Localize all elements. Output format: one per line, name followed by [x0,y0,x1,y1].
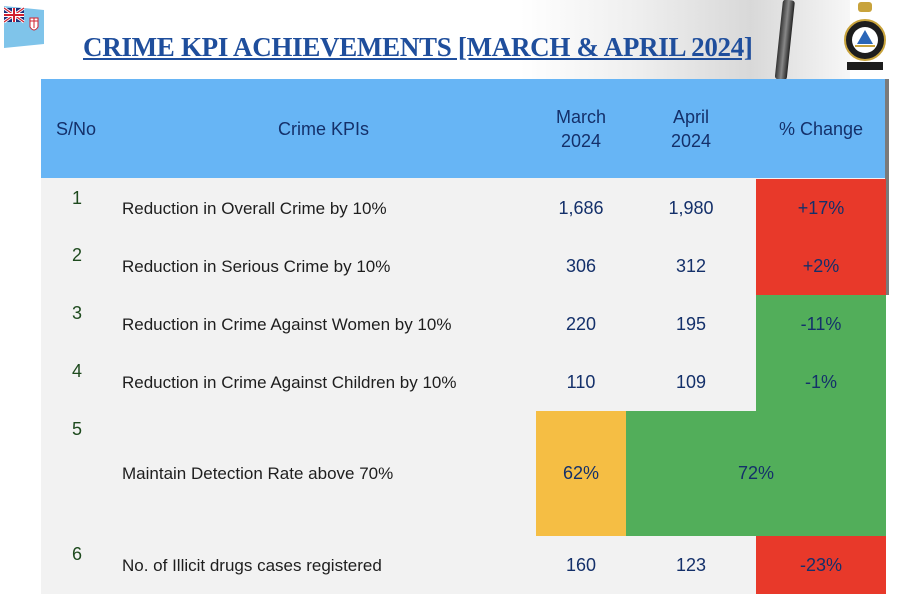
row-sno: 3 [72,303,83,323]
table-shadow [885,79,889,295]
row-april-value: 312 [675,255,707,276]
row-change-value: -11% [756,295,886,353]
header-april-month: April [672,106,709,127]
header-kpi-label: Crime KPIs [277,118,369,139]
row-march-value: 1,686 [558,197,604,218]
row-march-value: 306 [565,255,597,276]
header-sno-label: S/No [55,118,97,139]
page-title: CRIME KPI ACHIEVEMENTS [MARCH & APRIL 20… [83,32,753,62]
header-kpi: Crime KPIs [111,79,536,178]
row-sno: 2 [72,245,83,265]
row-kpi: Reduction in Overall Crime by 10% [122,199,387,218]
row-sno: 6 [72,544,83,564]
row-sno: 4 [72,361,83,381]
row-kpi: Maintain Detection Rate above 70% [122,464,394,483]
header-april-year: 2024 [670,130,712,151]
row-march-value: 62% [536,411,626,536]
row-change-value: +17% [756,179,886,237]
header-sno: S/No [41,79,111,178]
row-march-value: 220 [565,313,597,334]
fiji-flag-icon [4,4,44,50]
table-header [41,79,886,178]
row-april-value: 195 [675,313,707,334]
header-march: March 2024 [536,79,626,178]
header-change-label: % Change [778,118,864,139]
fiji-police-badge-icon [844,2,886,70]
header-march-year: 2024 [560,130,602,151]
row-sno: 5 [72,419,83,439]
background-photo [520,0,850,80]
row-april-value: 123 [675,554,707,575]
row-kpi: Reduction in Serious Crime by 10% [122,257,391,276]
row-change-value: -1% [756,353,886,411]
header-april: April 2024 [626,79,756,178]
row-sno: 1 [72,188,83,208]
header-change: % Change [756,79,886,178]
row-change-value: -23% [756,536,886,594]
row-kpi: Reduction in Crime Against Women by 10% [122,315,452,334]
row-kpi: No. of Illicit drugs cases registered [122,556,382,575]
header-march-month: March [555,106,606,127]
row-april-value: 1,980 [668,197,714,218]
row-kpi: Reduction in Crime Against Children by 1… [122,373,457,392]
row-march-value: 110 [566,371,596,392]
row-april-value: 72% [626,411,886,536]
row-april-value: 109 [675,371,707,392]
row-march-value: 160 [565,554,597,575]
row-change-value: +2% [756,237,886,295]
